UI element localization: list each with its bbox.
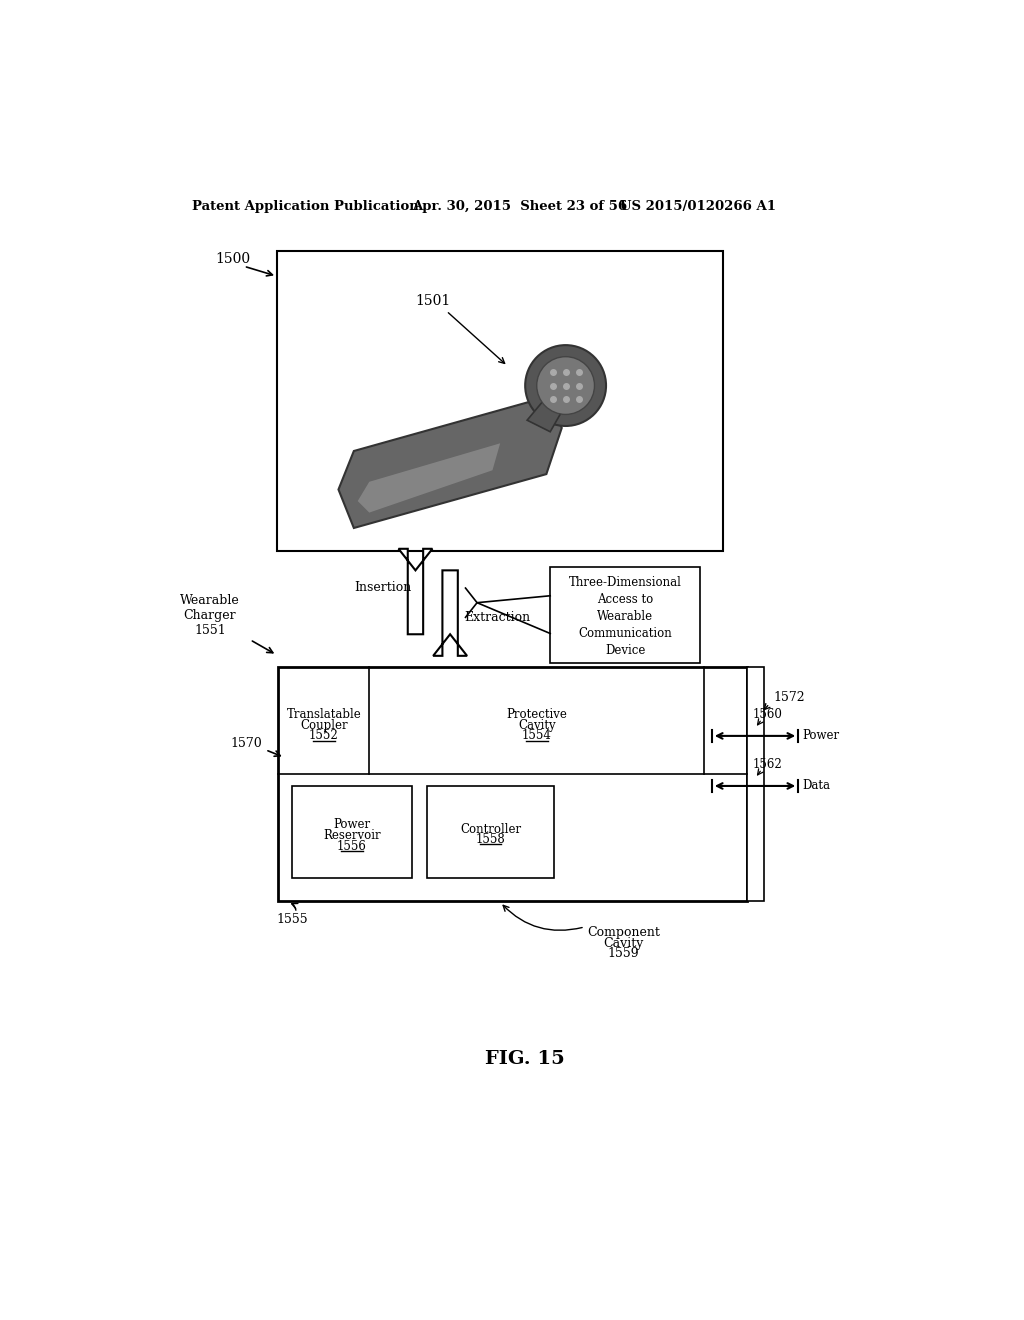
Polygon shape (357, 444, 500, 512)
Polygon shape (527, 397, 565, 432)
Text: Controller: Controller (460, 822, 521, 836)
Text: Cavity: Cavity (603, 936, 643, 949)
Text: Three-Dimensional
Access to
Wearable
Communication
Device: Three-Dimensional Access to Wearable Com… (569, 577, 682, 657)
Ellipse shape (525, 345, 606, 426)
Text: 1572: 1572 (773, 690, 805, 704)
Bar (746, 667, 764, 902)
Text: Component: Component (587, 925, 659, 939)
Bar (292, 785, 412, 878)
Bar (427, 785, 554, 878)
Polygon shape (398, 549, 432, 635)
Bar (550, 566, 700, 663)
Text: FIG. 15: FIG. 15 (485, 1051, 564, 1068)
Text: 1562: 1562 (753, 758, 782, 771)
Text: 1559: 1559 (607, 948, 639, 961)
Text: 1552: 1552 (309, 730, 339, 742)
Text: Data: Data (803, 779, 830, 792)
Text: 1556: 1556 (337, 840, 367, 853)
Text: Patent Application Publication: Patent Application Publication (193, 199, 419, 213)
Text: Coupler: Coupler (300, 718, 347, 731)
Polygon shape (433, 570, 467, 656)
Text: 1554: 1554 (522, 730, 552, 742)
Text: Power: Power (803, 730, 840, 742)
Text: Insertion: Insertion (354, 581, 412, 594)
Text: 1558: 1558 (476, 833, 506, 846)
Bar (276, 251, 724, 552)
Ellipse shape (537, 356, 595, 414)
Text: Reservoir: Reservoir (324, 829, 381, 842)
Text: 1501: 1501 (416, 294, 451, 308)
Text: Translatable: Translatable (287, 708, 361, 721)
Polygon shape (339, 397, 562, 528)
Text: Wearable
Charger
1551: Wearable Charger 1551 (180, 594, 240, 636)
Text: 1560: 1560 (753, 708, 782, 721)
Text: Extraction: Extraction (464, 611, 530, 624)
Text: 1555: 1555 (276, 912, 308, 925)
Text: Protective: Protective (506, 708, 567, 721)
Text: 1570: 1570 (230, 737, 262, 750)
Text: US 2015/0120266 A1: US 2015/0120266 A1 (620, 199, 775, 213)
Text: Cavity: Cavity (518, 718, 556, 731)
Bar (279, 667, 746, 902)
Text: 1500: 1500 (215, 252, 251, 265)
Text: Power: Power (334, 818, 371, 832)
Text: Apr. 30, 2015  Sheet 23 of 56: Apr. 30, 2015 Sheet 23 of 56 (412, 199, 627, 213)
